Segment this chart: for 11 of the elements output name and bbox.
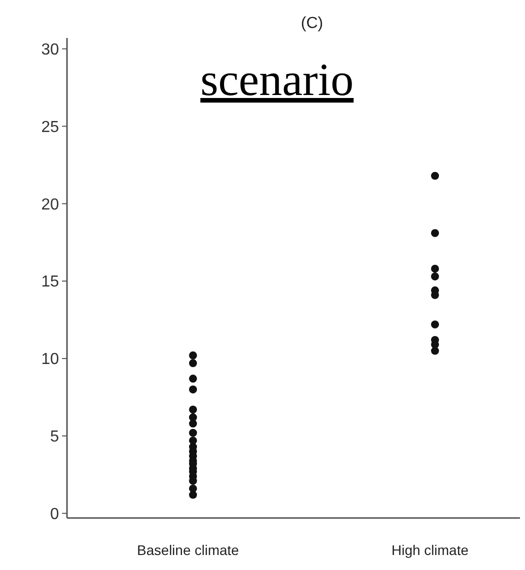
x-tick-label: High climate	[391, 542, 469, 558]
y-tick-label: 15	[41, 274, 60, 291]
y-tick-label: 25	[41, 118, 60, 136]
y-tick-label: 5	[50, 428, 60, 446]
y-tick-label: 0	[50, 506, 60, 523]
x-tick-label: Baseline climate	[137, 542, 240, 558]
y-tick-label: 20	[41, 196, 60, 214]
y-tick-label: 10	[41, 351, 60, 368]
annotation: scenario	[200, 54, 354, 105]
y-tick-label: 30	[41, 41, 60, 58]
chart-title: (C)	[300, 15, 324, 32]
